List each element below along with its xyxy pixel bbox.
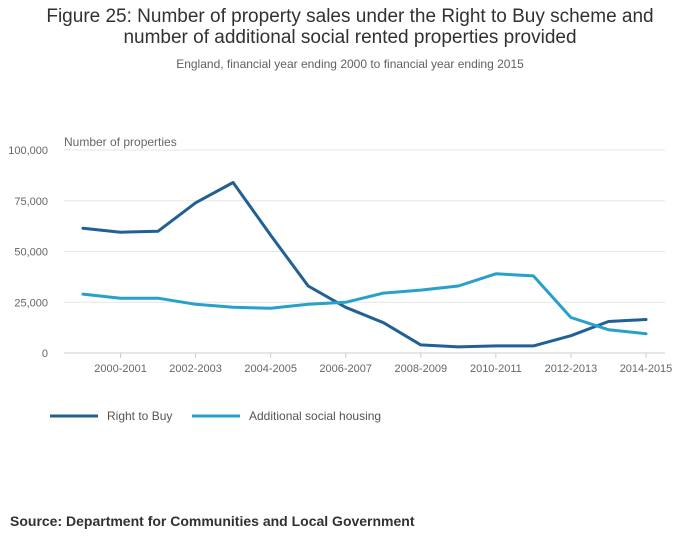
chart-title-line-1: Figure 25: Number of property sales unde…	[46, 6, 654, 27]
line-chart: 0 25,000 50,000 75,000 100,000 Number of pro…	[8, 135, 672, 423]
gridlines	[64, 149, 665, 303]
chart-subtitle: England, financial year ending 2000 to f…	[176, 57, 524, 71]
x-tick-label: 2004-2005	[244, 363, 297, 375]
legend-label: Additional social housing	[249, 409, 381, 423]
x-axis-ticks	[120, 353, 647, 358]
legend: Right to Buy Additional social housing	[50, 409, 381, 423]
y-tick-label: 25,000	[14, 297, 48, 309]
y-tick-label: 50,000	[14, 247, 48, 259]
legend-label: Right to Buy	[107, 409, 172, 423]
y-tick-label: 75,000	[14, 196, 48, 208]
source-note: Source: Department for Communities and L…	[10, 513, 415, 529]
y-tick-label: 0	[42, 348, 48, 360]
x-tick-label: 2010-2011	[470, 363, 522, 375]
series-line-additional-social-housing[interactable]	[81, 272, 648, 336]
x-tick-label: 2014-2015	[620, 363, 673, 375]
x-axis-tick-labels: 2000-2001 2002-2003 2004-2005 2006-2007 2008…	[94, 363, 672, 375]
series-lines	[81, 181, 648, 349]
y-axis-tick-labels: 0 25,000 50,000 75,000 100,000	[8, 145, 48, 360]
y-axis-label: Number of properties	[64, 135, 177, 149]
y-tick-label: 100,000	[8, 145, 48, 157]
x-tick-label: 2002-2003	[169, 363, 222, 375]
x-tick-label: 2000-2001	[94, 363, 147, 375]
chart-title-line-2: number of additional social rented prope…	[123, 27, 577, 48]
chart-title: Figure 25: Number of property sales unde…	[0, 6, 700, 48]
legend-item[interactable]: Right to Buy	[50, 409, 172, 423]
x-tick-label: 2006-2007	[319, 363, 372, 375]
series-line-right-to-buy[interactable]	[81, 181, 648, 349]
x-tick-label: 2008-2009	[394, 363, 447, 375]
legend-item[interactable]: Additional social housing	[192, 409, 381, 423]
x-tick-label: 2012-2013	[545, 363, 598, 375]
